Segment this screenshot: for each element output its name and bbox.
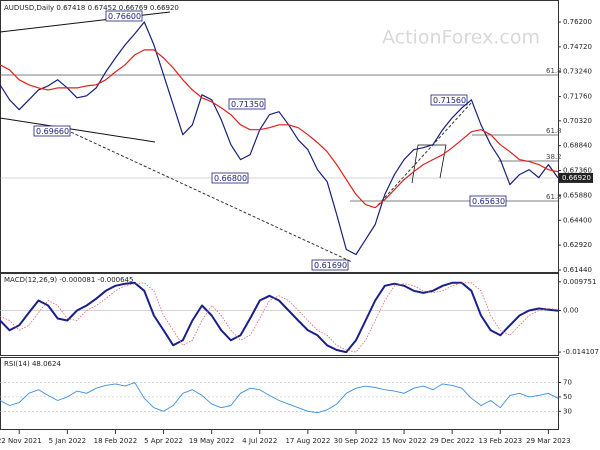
x-tick-label: 19 May 2022 <box>189 437 235 445</box>
annotation: 0.76600 <box>108 12 141 21</box>
y-tick-label: 0.68840 <box>563 142 592 150</box>
main-frame <box>0 0 559 273</box>
annotation: 0.66800 <box>214 174 247 183</box>
trend-line <box>0 117 156 143</box>
annotations: 0.76600 0.69660 0.71350 0.66800 0.61690 … <box>33 10 562 271</box>
watermark: ActionForex.com <box>382 27 540 49</box>
annotation: 0.69660 <box>36 127 69 136</box>
fib-label: 38.2 <box>546 153 562 161</box>
trend-line <box>61 127 353 263</box>
fib-label: 61.8 <box>546 127 562 135</box>
macd-frame <box>0 273 559 356</box>
x-tick-label: 17 Aug 2022 <box>285 437 330 445</box>
series-line <box>0 282 559 353</box>
fib-label: 61.8 <box>546 67 562 75</box>
y-tick-label: 0.009751 <box>563 278 596 286</box>
x-tick-label: 29 Dec 2022 <box>430 437 475 445</box>
label-box <box>33 125 71 137</box>
x-tick-label: 5 Apr 2022 <box>144 437 183 445</box>
series-line <box>0 382 559 414</box>
y-tick-label: 0.70320 <box>563 117 592 125</box>
series-line <box>0 49 559 209</box>
price-label: 0.66920 <box>562 174 591 182</box>
x-tick-label: 5 Jan 2022 <box>49 437 87 445</box>
x-tick-label: 18 Feb 2022 <box>94 437 138 445</box>
label-box <box>228 98 266 110</box>
drawings <box>0 11 558 263</box>
rsi-frame <box>0 357 559 430</box>
annotation: 0.71560 <box>433 96 466 105</box>
y-tick-label: 0.76200 <box>563 18 592 26</box>
series-line <box>0 21 559 256</box>
label-box <box>105 10 143 22</box>
trend-line <box>377 101 473 206</box>
y-tick-label: 0.64400 <box>563 216 592 224</box>
annotation: 0.65630 <box>472 197 505 206</box>
y-tick-label: 30 <box>563 407 572 415</box>
y-tick-label: 0.00 <box>563 307 579 315</box>
x-tick-label: 13 Feb 2023 <box>478 437 522 445</box>
chart-title: AUDUSD,Daily 0.67418 0.67452 0.66769 0.6… <box>4 4 179 12</box>
y-tick-label: 0.71760 <box>563 93 592 101</box>
annotation: 0.71350 <box>231 100 264 109</box>
fib-label: 61.8 <box>546 193 562 201</box>
x-tick-label: 30 Sep 2022 <box>334 437 378 445</box>
annotation: 0.61690 <box>314 261 347 270</box>
y-tick-label: 0.74720 <box>563 43 592 51</box>
macd-title: MACD(12,26,9) -0.000081 -0.000645 <box>4 276 133 284</box>
price-box <box>559 172 593 183</box>
y-tick-label: 0.65880 <box>563 191 592 199</box>
y-tick-label: 50 <box>563 393 572 401</box>
label-box <box>469 195 507 207</box>
x-tick-label: 15 Nov 2022 <box>382 437 427 445</box>
x-tick-label: 22 Nov 2021 <box>0 437 42 445</box>
x-tick-label: 29 Mar 2023 <box>526 437 570 445</box>
y-tick-label: 0.62920 <box>563 241 592 249</box>
y-tick-label: 70 <box>563 378 572 386</box>
label-box <box>430 94 468 106</box>
y-tick-label: 0.73240 <box>563 68 592 76</box>
series-line <box>0 281 559 354</box>
y-tick-label: 0.61440 <box>563 266 592 274</box>
y-tick-label: 0.67360 <box>563 167 592 175</box>
y-tick-label: -0.014107 <box>563 348 599 356</box>
x-tick-label: 4 Jul 2022 <box>242 437 277 445</box>
label-box <box>311 259 349 271</box>
rsi-title: RSI(14) 48.0624 <box>4 360 61 368</box>
label-box <box>211 172 249 184</box>
